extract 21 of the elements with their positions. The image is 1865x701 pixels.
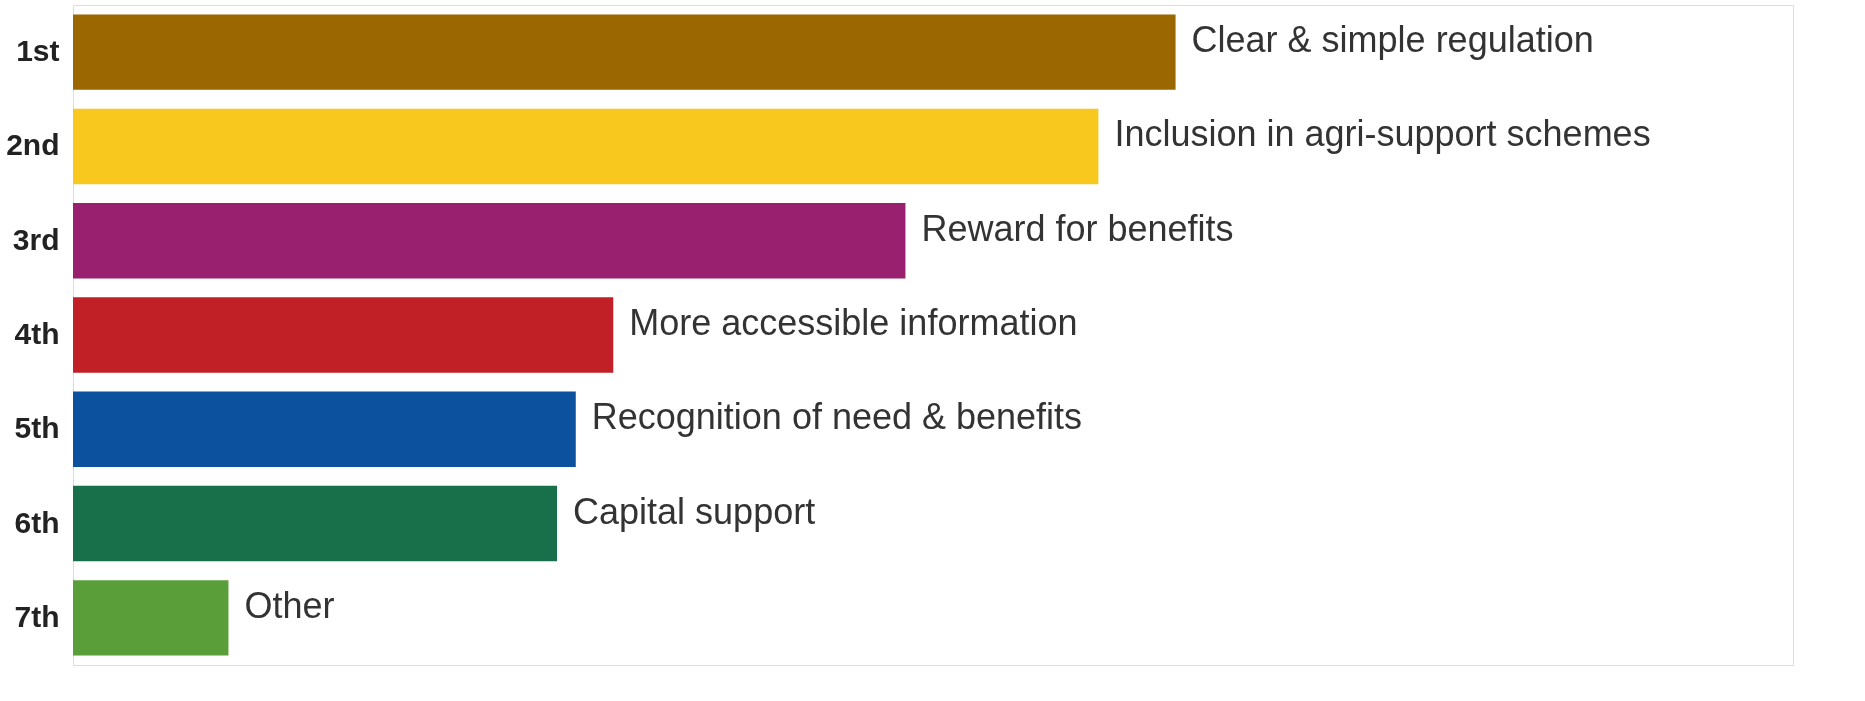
bar xyxy=(73,108,1099,185)
bar xyxy=(73,297,614,373)
annotation: Clear & simple regulation xyxy=(1191,19,1594,61)
bar xyxy=(73,203,906,279)
y-tick-label: 3rd xyxy=(12,222,60,256)
annotation: More accessible information xyxy=(629,302,1078,343)
annotation: Inclusion in agri-support schemes xyxy=(1114,113,1651,155)
annotation: Other xyxy=(244,584,335,626)
bar xyxy=(73,580,229,656)
y-tick-label: 6th xyxy=(14,505,60,539)
y-tick-label: 7th xyxy=(14,599,60,633)
y-tick-label: 5th xyxy=(14,411,60,445)
y-tick-label: 2nd xyxy=(6,128,60,162)
y-tick-label: 1st xyxy=(16,34,60,68)
bar xyxy=(73,14,1176,90)
bar xyxy=(73,391,576,467)
bar xyxy=(73,485,558,562)
y-tick-label: 4th xyxy=(14,317,60,350)
annotation: Reward for benefits xyxy=(921,207,1234,249)
annotation: Recognition of need & benefits xyxy=(591,396,1083,438)
annotation: Capital support xyxy=(573,490,816,532)
